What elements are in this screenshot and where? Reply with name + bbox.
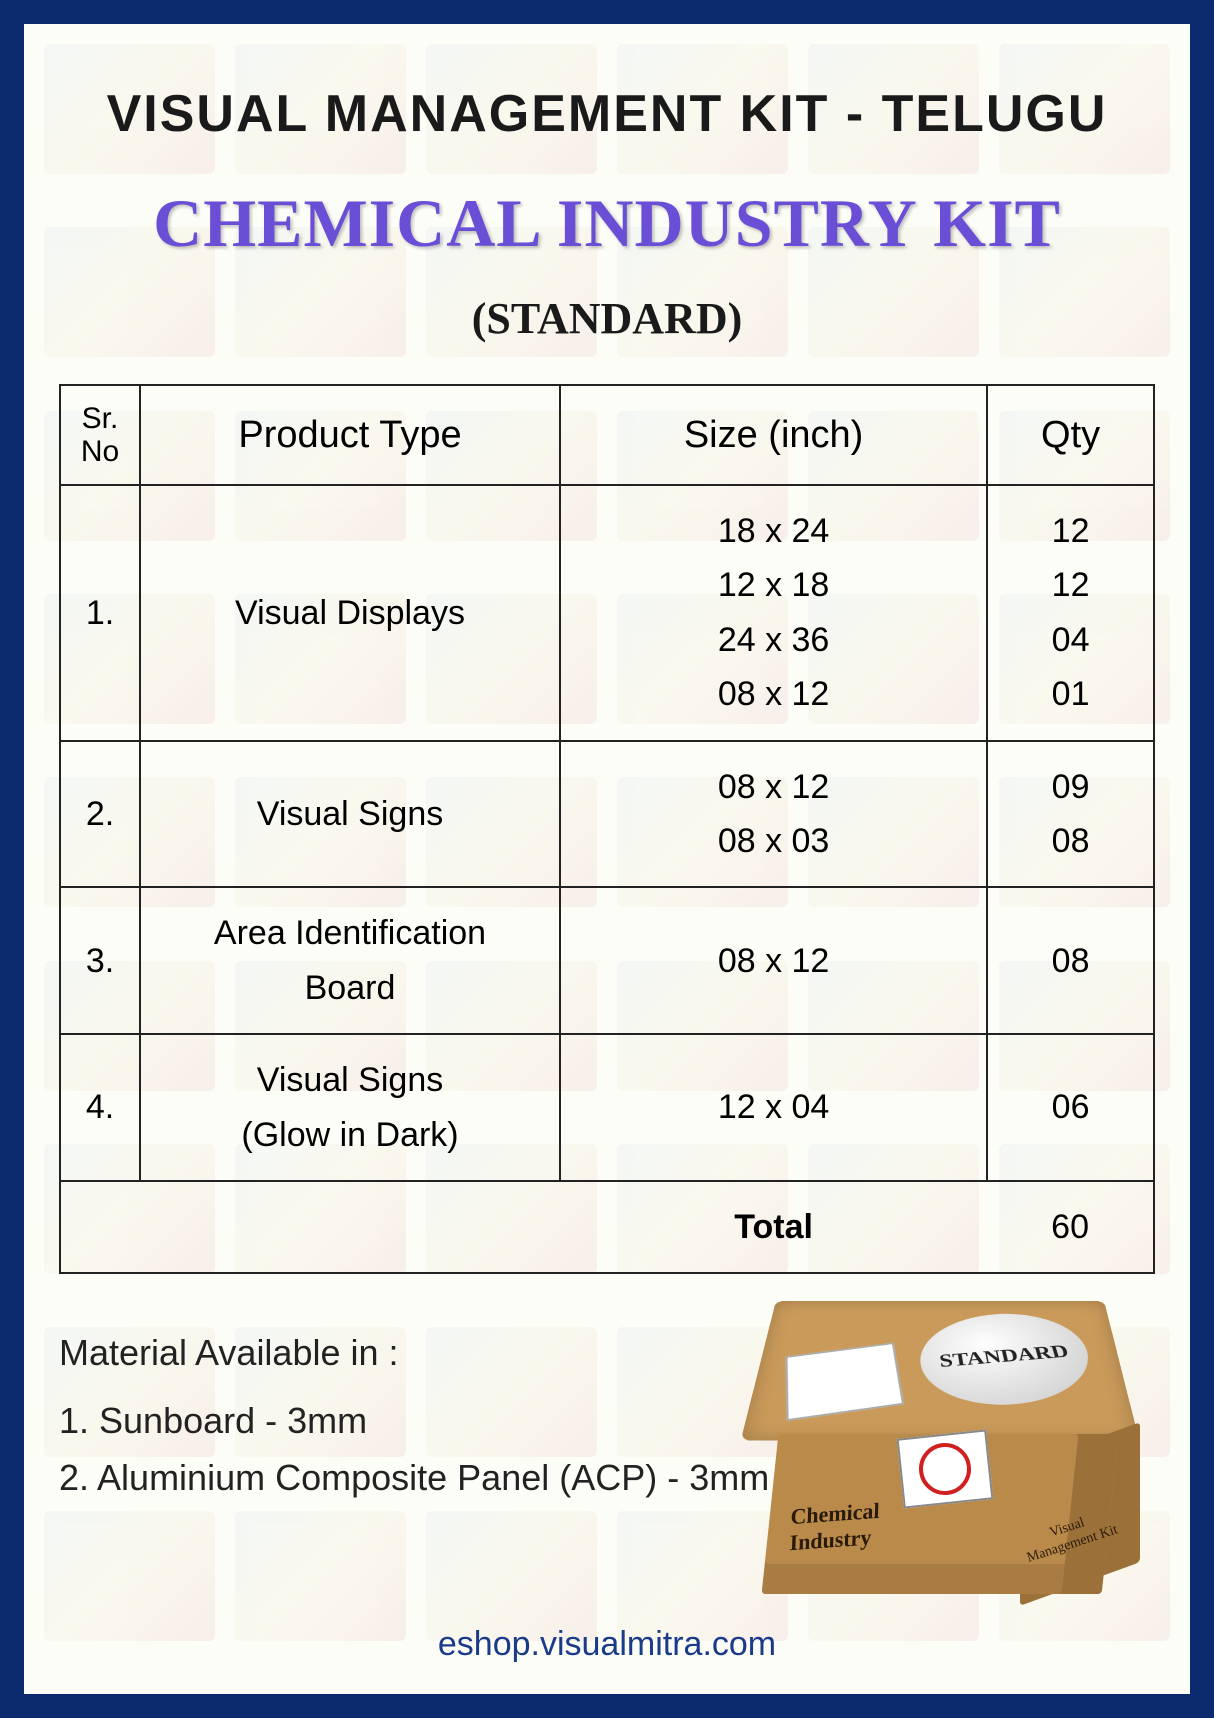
table-row: 2. Visual Signs 08 x 1208 x 03 0908: [60, 741, 1154, 888]
cell-qty: 0908: [987, 741, 1154, 888]
col-size: Size (inch): [560, 385, 987, 485]
footer-url: eshop.visualmitra.com: [24, 1625, 1190, 1664]
cell-product-type: Visual Signs(Glow in Dark): [140, 1034, 560, 1181]
cell-sr: 1.: [60, 485, 140, 741]
material-heading: Material Available in :: [59, 1324, 1155, 1382]
page-title: CHEMICAL INDUSTRY KIT: [59, 184, 1155, 263]
cell-sr: 2.: [60, 741, 140, 888]
table-total-row: Total 60: [60, 1181, 1154, 1273]
material-item: 1. Sunboard - 3mm: [59, 1392, 1155, 1450]
cell-sr: 3.: [60, 887, 140, 1034]
table-row: 1. Visual Displays 18 x 2412 x 1824 x 36…: [60, 485, 1154, 741]
total-label: Total: [560, 1181, 987, 1273]
page-pretitle: VISUAL MANAGEMENT KIT - TELUGU: [59, 84, 1155, 144]
cell-product-type: Visual Signs: [140, 741, 560, 888]
cell-size: 18 x 2412 x 1824 x 3608 x 12: [560, 485, 987, 741]
cell-qty: 12120401: [987, 485, 1154, 741]
total-value: 60: [987, 1181, 1154, 1273]
table-row: 3. Area IdentificationBoard 08 x 12 08: [60, 887, 1154, 1034]
material-item: 2. Aluminium Composite Panel (ACP) - 3mm: [59, 1449, 1155, 1507]
cell-size: 08 x 1208 x 03: [560, 741, 987, 888]
material-section: Material Available in : 1. Sunboard - 3m…: [59, 1324, 1155, 1507]
cell-product-type: Visual Displays: [140, 485, 560, 741]
products-table: Sr. No Product Type Size (inch) Qty 1. V…: [59, 384, 1155, 1274]
page-subtitle: (STANDARD): [59, 293, 1155, 344]
page-content: VISUAL MANAGEMENT KIT - TELUGU CHEMICAL …: [24, 24, 1190, 1507]
col-qty: Qty: [987, 385, 1154, 485]
cell-sr: 4.: [60, 1034, 140, 1181]
cell-size: 12 x 04: [560, 1034, 987, 1181]
col-product-type: Product Type: [140, 385, 560, 485]
cell-size: 08 x 12: [560, 887, 987, 1034]
col-sr: Sr. No: [60, 385, 140, 485]
table-row: 4. Visual Signs(Glow in Dark) 12 x 04 06: [60, 1034, 1154, 1181]
cell-qty: 06: [987, 1034, 1154, 1181]
cell-product-type: Area IdentificationBoard: [140, 887, 560, 1034]
cell-qty: 08: [987, 887, 1154, 1034]
table-header-row: Sr. No Product Type Size (inch) Qty: [60, 385, 1154, 485]
